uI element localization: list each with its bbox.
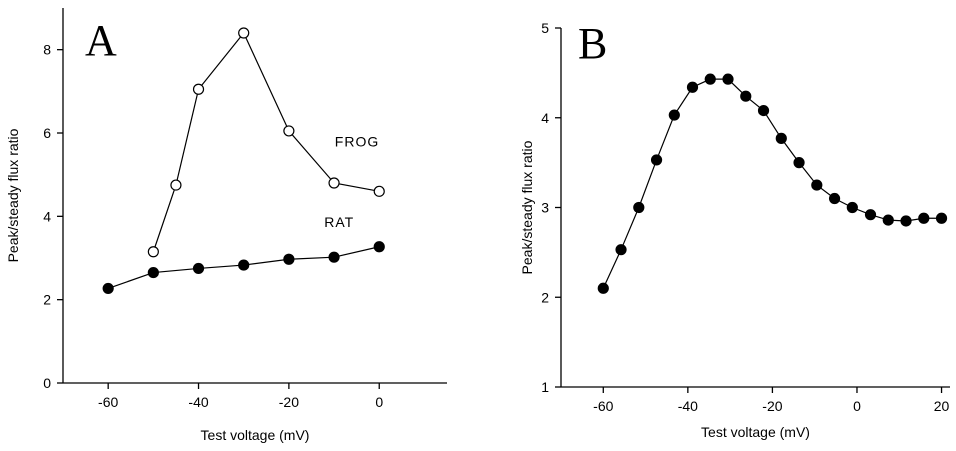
- panel-label: B: [578, 19, 607, 68]
- y-tick-label: 5: [541, 20, 549, 36]
- data-point: [597, 282, 609, 294]
- x-tick-label: -20: [279, 394, 299, 410]
- data-point: [828, 192, 841, 205]
- data-point: [668, 109, 680, 121]
- data-point: [283, 253, 295, 265]
- y-tick-label: 2: [43, 292, 51, 308]
- y-tick-label: 1: [541, 379, 549, 395]
- data-point: [882, 214, 894, 226]
- x-tick-label: -40: [188, 394, 208, 410]
- x-tick-label: -60: [98, 394, 118, 410]
- series-label: RAT: [324, 214, 354, 230]
- data-point: [846, 201, 858, 214]
- data-point: [757, 104, 770, 117]
- data-point: [918, 212, 930, 224]
- y-tick-label: 6: [43, 125, 51, 141]
- data-point: [373, 241, 385, 253]
- data-point: [633, 201, 645, 214]
- data-point: [373, 185, 385, 197]
- data-point: [283, 125, 295, 137]
- data-point: [775, 132, 787, 144]
- data-point: [722, 73, 734, 85]
- data-point: [147, 246, 159, 258]
- x-tick-label: 0: [375, 394, 383, 410]
- data-point: [935, 212, 948, 224]
- data-point: [740, 90, 752, 102]
- y-axis-label: Peak/steady flux ratio: [5, 128, 21, 262]
- y-axis-label: Peak/steady flux ratio: [519, 140, 535, 274]
- series-line: [602, 78, 942, 289]
- x-axis-label: Test voltage (mV): [201, 427, 310, 443]
- data-point: [238, 27, 250, 39]
- x-tick-label: 20: [934, 398, 950, 414]
- data-point: [615, 244, 627, 256]
- data-point: [328, 251, 340, 263]
- x-axis-label: Test voltage (mV): [701, 424, 810, 440]
- data-point: [102, 282, 114, 295]
- y-tick-label: 4: [541, 110, 549, 126]
- data-point: [864, 209, 877, 221]
- y-tick-label: 0: [43, 375, 51, 391]
- data-point: [192, 83, 205, 95]
- x-tick-label: -40: [678, 398, 698, 414]
- y-tick-label: 8: [43, 42, 51, 58]
- y-tick-label: 2: [541, 289, 549, 305]
- y-tick-label: 3: [541, 200, 549, 216]
- data-point: [704, 73, 716, 85]
- series-label: FROG: [335, 133, 379, 149]
- data-point: [900, 215, 912, 227]
- x-tick-label: -60: [593, 398, 613, 414]
- data-point: [650, 154, 663, 166]
- data-point: [328, 177, 340, 189]
- data-point: [170, 179, 182, 191]
- x-tick-label: 0: [853, 398, 861, 414]
- data-point: [238, 259, 250, 271]
- data-point: [793, 157, 805, 169]
- data-point: [192, 262, 205, 275]
- panel-label: A: [85, 16, 117, 65]
- x-tick-label: -20: [762, 398, 782, 414]
- data-point: [811, 179, 823, 191]
- data-point: [686, 81, 699, 93]
- y-tick-label: 4: [43, 208, 51, 224]
- data-point: [147, 266, 159, 279]
